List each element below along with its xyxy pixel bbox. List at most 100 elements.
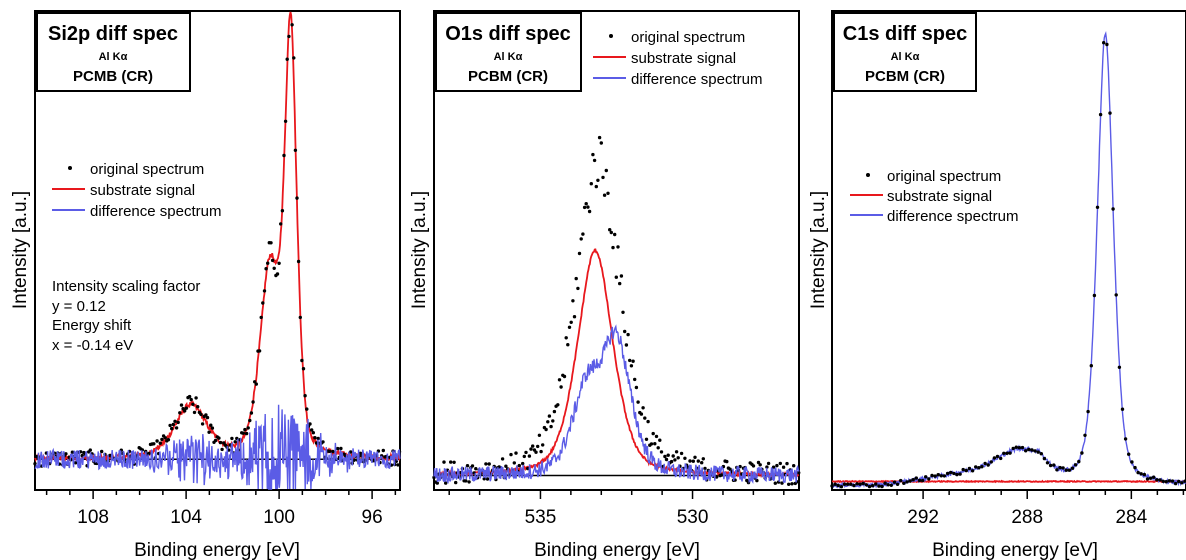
data-point (381, 448, 385, 453)
data-point (696, 459, 700, 463)
data-point (616, 245, 620, 249)
data-point (296, 259, 301, 264)
data-point (246, 426, 250, 430)
data-point (184, 406, 188, 410)
data-point (217, 436, 221, 440)
data-point (636, 400, 640, 404)
data-point (564, 336, 568, 340)
data-point (883, 481, 887, 485)
data-point (867, 484, 872, 489)
data-point (933, 474, 937, 478)
data-point (1061, 466, 1065, 470)
panel-c1s: 292 288 284 Intensity [a.u.] Binding energ… (808, 10, 1186, 560)
data-point (187, 394, 192, 399)
data-point (1164, 480, 1168, 484)
data-point (264, 267, 268, 271)
data-point (1070, 466, 1075, 470)
y-axis-label: Intensity [a.u.] (409, 191, 430, 309)
data-point (178, 411, 182, 415)
data-point (1139, 472, 1143, 476)
series-line-substrate-signal (831, 479, 1186, 484)
data-point (546, 420, 550, 424)
data-point (1158, 478, 1162, 482)
plot-data (432, 135, 801, 486)
panel-o1s: 535 530 Intensity [a.u.] Binding energy [… (409, 10, 801, 560)
data-point (628, 358, 632, 363)
data-point (243, 427, 247, 432)
y-axis-label: Intensity [a.u.] (808, 191, 829, 309)
x-ticks: 292 288 284 (844, 490, 1185, 528)
data-point (556, 403, 560, 407)
plot-data (830, 31, 1186, 489)
legend-label-original: original spectrum (631, 29, 745, 46)
data-point (179, 403, 184, 407)
data-point (1145, 477, 1150, 481)
data-point (602, 193, 607, 197)
data-point (758, 463, 762, 467)
data-point (908, 479, 912, 483)
data-point (1133, 465, 1137, 470)
legend-label-substrate: substrate signal (631, 50, 736, 67)
data-point (285, 57, 289, 61)
data-point (509, 452, 513, 457)
data-point (608, 228, 612, 232)
data-point (858, 482, 862, 486)
data-point (864, 483, 869, 487)
data-point (1127, 452, 1131, 456)
data-point (771, 465, 776, 469)
data-point (599, 141, 603, 145)
data-point (298, 315, 302, 320)
data-point (452, 460, 456, 464)
data-point (176, 420, 180, 425)
data-point (624, 343, 629, 347)
data-point (656, 446, 660, 450)
data-point (233, 440, 237, 444)
data-point (174, 426, 179, 430)
data-point (534, 450, 538, 454)
data-point (200, 422, 205, 426)
data-point (559, 385, 563, 389)
data-point (1130, 460, 1134, 464)
legend-label-difference: difference spectrum (631, 71, 762, 88)
x-ticks: 535 530 (448, 490, 785, 528)
data-point (669, 459, 674, 464)
data-point (293, 148, 298, 152)
data-point (316, 436, 320, 441)
data-point (889, 483, 893, 487)
data-point (861, 481, 865, 486)
data-point (1064, 468, 1069, 472)
data-point (1058, 465, 1062, 470)
data-point (792, 464, 796, 468)
data-point (1020, 445, 1025, 450)
data-point (927, 477, 931, 481)
data-point (432, 475, 436, 480)
data-point (676, 456, 680, 460)
data-point (524, 450, 528, 455)
data-point (674, 450, 679, 454)
data-point (787, 482, 791, 486)
data-point (589, 182, 593, 186)
x-tick-label: 288 (1011, 507, 1043, 528)
annotation: Intensity scaling factor y = 0.12 Energy… (52, 278, 200, 354)
data-point (567, 325, 572, 329)
data-point (454, 480, 458, 485)
chart-title: Si2p diff spec (48, 23, 178, 45)
data-point (205, 415, 210, 420)
data-point (310, 428, 314, 432)
x-axis-label: Binding energy [eV] (534, 540, 700, 560)
data-point (785, 461, 789, 466)
data-point (283, 119, 288, 124)
data-point (1089, 364, 1094, 368)
data-point (282, 153, 286, 158)
data-point (269, 241, 273, 245)
data-point (308, 422, 312, 426)
data-point (1077, 459, 1081, 464)
data-point (1114, 293, 1118, 297)
data-point (220, 447, 224, 452)
data-point (529, 447, 533, 451)
data-point (911, 478, 915, 482)
data-point (170, 426, 174, 431)
x-tick-label: 284 (1115, 507, 1147, 528)
data-point (100, 449, 104, 454)
plot-data (33, 11, 402, 490)
